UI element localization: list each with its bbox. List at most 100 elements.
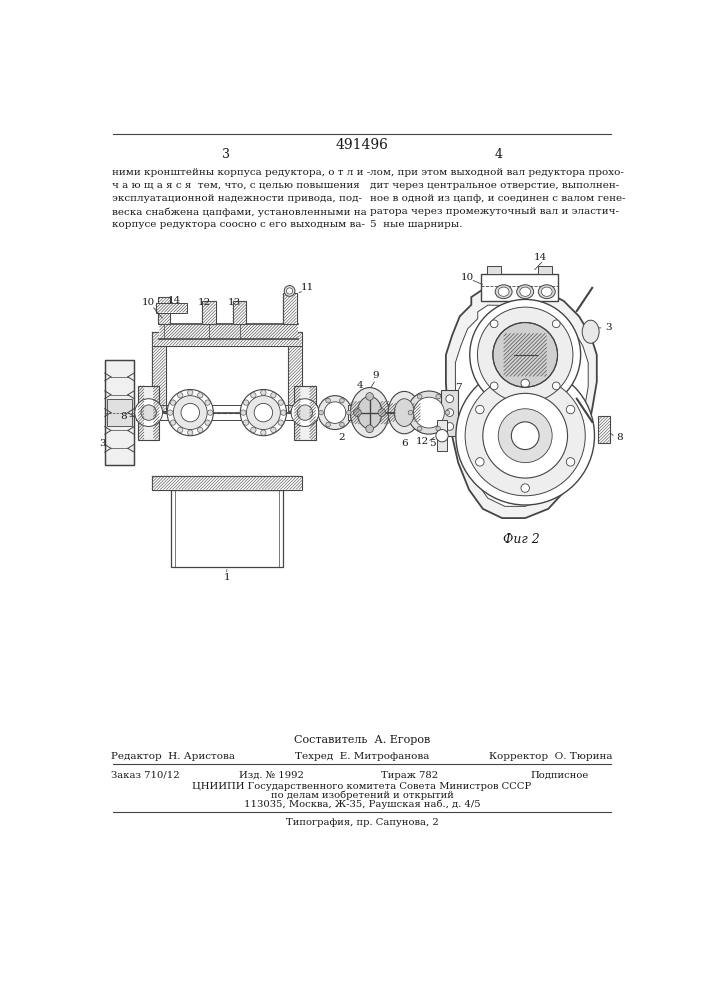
Circle shape (271, 427, 276, 433)
Circle shape (297, 405, 312, 420)
Circle shape (205, 420, 210, 425)
Ellipse shape (388, 391, 421, 434)
Circle shape (291, 399, 319, 426)
Bar (437, 420, 448, 451)
Circle shape (469, 299, 580, 410)
Bar (348, 405, 363, 420)
Circle shape (477, 307, 573, 403)
Circle shape (483, 393, 568, 478)
Bar (598, 416, 610, 443)
Ellipse shape (517, 285, 534, 299)
Bar (152, 346, 165, 411)
Circle shape (240, 410, 246, 415)
Circle shape (414, 397, 444, 428)
Text: Заказ 710/12: Заказ 710/12 (111, 771, 180, 780)
Text: 13: 13 (228, 298, 242, 307)
Circle shape (491, 320, 498, 328)
Circle shape (446, 395, 454, 403)
Text: 14: 14 (168, 296, 182, 305)
Text: 3: 3 (223, 148, 230, 161)
Bar (105, 360, 134, 465)
Ellipse shape (351, 388, 389, 438)
Bar (156, 303, 187, 312)
Text: 4: 4 (494, 148, 502, 161)
Ellipse shape (498, 287, 509, 296)
Bar (138, 386, 160, 440)
Bar (233, 301, 247, 324)
Circle shape (170, 400, 175, 405)
Circle shape (318, 396, 352, 430)
Circle shape (135, 399, 163, 426)
Circle shape (319, 410, 324, 415)
Text: ратора через промежуточный вал и эластич-: ратора через промежуточный вал и эластич… (370, 207, 619, 216)
Text: 8: 8 (617, 433, 623, 442)
PathPatch shape (455, 305, 588, 506)
Circle shape (566, 405, 575, 414)
Bar (107, 399, 132, 426)
Circle shape (354, 409, 361, 416)
Bar (441, 389, 458, 436)
Text: ЦНИИПИ Государственного комитета Совета Министров СССР: ЦНИИПИ Государственного комитета Совета … (192, 782, 532, 791)
Text: ч а ю щ а я с я  тем, что, с целью повышения: ч а ю щ а я с я тем, что, с целью повыше… (112, 181, 359, 190)
Bar (165, 346, 288, 476)
Text: 3: 3 (605, 323, 612, 332)
Circle shape (446, 423, 454, 430)
Text: 9: 9 (373, 371, 379, 380)
Circle shape (278, 420, 284, 425)
Circle shape (493, 323, 558, 387)
Circle shape (170, 420, 175, 425)
Circle shape (446, 409, 454, 416)
Text: 7: 7 (455, 383, 462, 392)
Text: Редактор  Н. Аристова: Редактор Н. Аристова (111, 752, 235, 761)
Bar (283, 293, 296, 324)
Circle shape (281, 410, 286, 415)
Circle shape (286, 288, 293, 294)
Circle shape (436, 430, 448, 442)
Text: 4: 4 (356, 381, 363, 390)
Ellipse shape (357, 396, 382, 429)
Circle shape (197, 427, 203, 433)
Bar (288, 346, 302, 411)
Text: Фиг 2: Фиг 2 (503, 533, 539, 546)
Circle shape (325, 402, 346, 423)
Text: 6: 6 (401, 439, 408, 448)
Circle shape (177, 427, 183, 433)
Bar (487, 266, 501, 274)
Bar (160, 324, 298, 339)
Circle shape (240, 389, 286, 436)
Text: 10: 10 (142, 298, 156, 307)
Circle shape (271, 393, 276, 398)
Circle shape (167, 389, 214, 436)
Circle shape (436, 426, 440, 431)
Text: Тираж 782: Тираж 782 (381, 771, 438, 780)
Circle shape (417, 426, 422, 431)
Circle shape (476, 458, 484, 466)
Circle shape (205, 400, 210, 405)
Text: 5  ные шарниры.: 5 ные шарниры. (370, 220, 462, 229)
Circle shape (254, 403, 273, 422)
Circle shape (243, 400, 249, 405)
Text: 11: 11 (300, 283, 314, 292)
Circle shape (173, 396, 207, 430)
Bar (158, 297, 170, 324)
Circle shape (498, 409, 552, 463)
Circle shape (141, 405, 156, 420)
Ellipse shape (542, 287, 552, 296)
Circle shape (346, 410, 351, 415)
Text: по делам изобретений и открытий: по делам изобретений и открытий (271, 791, 453, 800)
PathPatch shape (446, 289, 597, 518)
Text: Изд. № 1992: Изд. № 1992 (239, 771, 303, 780)
Circle shape (465, 376, 585, 496)
Text: 14: 14 (534, 253, 547, 262)
Text: 1: 1 (223, 573, 230, 582)
Circle shape (378, 409, 386, 416)
Circle shape (521, 379, 530, 388)
Circle shape (366, 393, 373, 400)
Text: 2: 2 (338, 433, 344, 442)
Circle shape (456, 366, 595, 505)
Text: Фиг 1: Фиг 1 (211, 533, 247, 546)
Circle shape (197, 393, 203, 398)
Text: 3: 3 (99, 439, 106, 448)
Bar (105, 360, 134, 465)
Circle shape (339, 422, 344, 427)
